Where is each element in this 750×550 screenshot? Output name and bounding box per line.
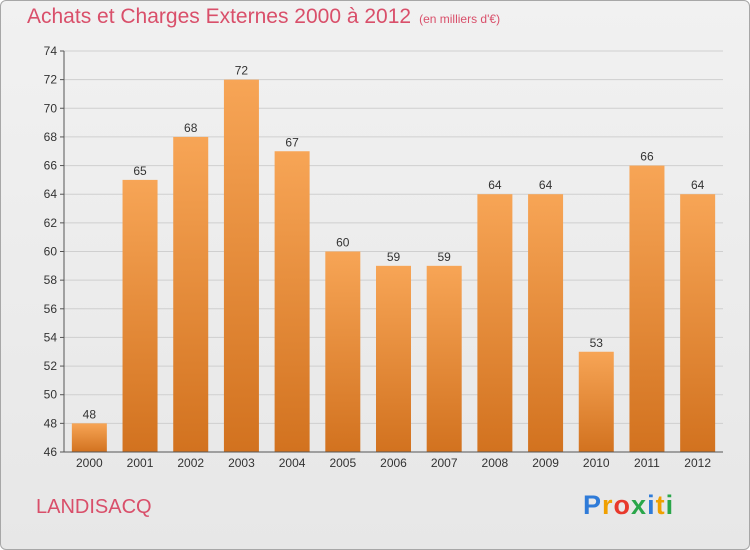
data-label-2000: 48 xyxy=(83,407,97,421)
x-tick-label-2001: 2001 xyxy=(127,456,154,470)
y-tick-label: 56 xyxy=(44,302,58,316)
x-tick-label-2000: 2000 xyxy=(76,456,103,470)
data-label-2006: 59 xyxy=(387,250,401,264)
x-tick-label-2007: 2007 xyxy=(431,456,458,470)
proxiti-logo: Proxiti xyxy=(583,490,675,520)
bar-2011 xyxy=(629,165,665,453)
y-tick-label: 48 xyxy=(44,416,58,430)
data-label-2010: 53 xyxy=(590,336,604,350)
x-tick-label-2011: 2011 xyxy=(634,456,660,470)
x-tick-label-2008: 2008 xyxy=(482,456,509,470)
y-tick-label: 60 xyxy=(44,245,58,259)
bar-2006 xyxy=(376,265,411,452)
y-tick-label: 58 xyxy=(44,273,58,287)
bar-2008 xyxy=(477,194,513,452)
chart-title: Achats et Charges Externes 2000 à 2012 (e… xyxy=(27,5,500,29)
x-tick-label-2004: 2004 xyxy=(279,456,306,470)
bar-2007 xyxy=(426,265,462,452)
data-label-2011: 66 xyxy=(640,150,654,164)
bar-2001 xyxy=(122,179,158,452)
data-label-2001: 65 xyxy=(133,164,147,178)
x-tick-label-2003: 2003 xyxy=(228,456,255,470)
y-tick-label: 68 xyxy=(44,130,58,144)
y-tick-label: 62 xyxy=(44,216,58,230)
data-label-2009: 64 xyxy=(539,178,553,192)
data-label-2007: 59 xyxy=(438,250,452,264)
bar-2004 xyxy=(274,151,310,452)
y-tick-label: 72 xyxy=(44,73,58,87)
bar-2005 xyxy=(325,251,361,452)
commune-name: LANDISACQ xyxy=(36,496,152,518)
x-tick-label-2012: 2012 xyxy=(684,456,711,470)
y-tick-label: 70 xyxy=(44,101,58,115)
y-tick-label: 50 xyxy=(44,388,58,402)
bar-2010 xyxy=(578,351,614,452)
bar-2003 xyxy=(223,79,259,453)
x-tick-label-2010: 2010 xyxy=(583,456,610,470)
x-tick-label-2005: 2005 xyxy=(329,456,356,470)
chart-unit: (en milliers d'€) xyxy=(419,12,501,26)
data-label-2003: 72 xyxy=(235,64,249,78)
data-label-2004: 67 xyxy=(285,135,299,149)
data-label-2005: 60 xyxy=(336,236,350,250)
data-label-2012: 64 xyxy=(691,178,705,192)
y-tick-label: 74 xyxy=(44,44,58,58)
data-label-2002: 68 xyxy=(184,121,198,135)
bar-2012 xyxy=(680,194,716,452)
data-label-2008: 64 xyxy=(488,178,502,192)
x-tick-label-2006: 2006 xyxy=(380,456,407,470)
chart-title-text: Achats et Charges Externes 2000 à 2012 xyxy=(27,5,412,28)
bar-2002 xyxy=(173,136,209,452)
y-tick-label: 64 xyxy=(44,187,58,201)
y-tick-label: 54 xyxy=(44,330,58,344)
bar-2009 xyxy=(528,194,564,452)
y-tick-label: 52 xyxy=(44,359,58,373)
x-tick-label-2002: 2002 xyxy=(177,456,204,470)
x-tick-label-2009: 2009 xyxy=(532,456,559,470)
y-tick-label: 66 xyxy=(44,159,58,173)
bar-2000 xyxy=(71,423,107,452)
y-tick-label: 46 xyxy=(44,445,58,459)
